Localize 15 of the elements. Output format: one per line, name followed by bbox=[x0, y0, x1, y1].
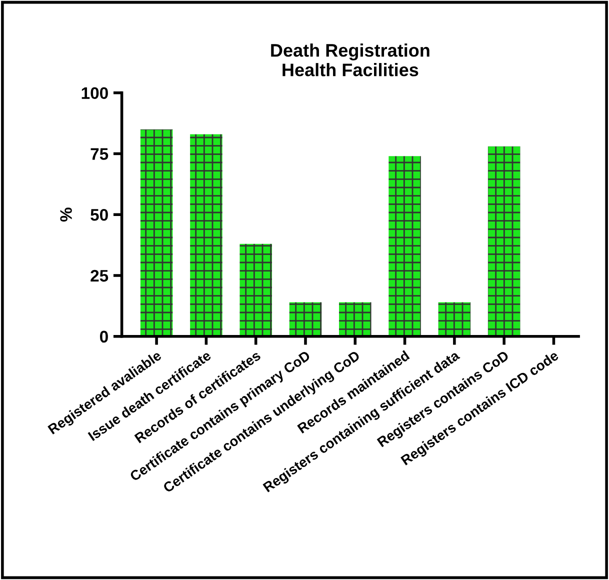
y-tick-label: 25 bbox=[90, 270, 108, 282]
bar bbox=[438, 302, 471, 336]
bar bbox=[289, 302, 322, 336]
bar bbox=[140, 129, 173, 336]
y-axis-title: % bbox=[60, 208, 72, 222]
chart-title: Death Registration Health Facilities bbox=[271, 44, 430, 76]
bar bbox=[488, 146, 520, 336]
bar bbox=[388, 156, 421, 336]
bar bbox=[339, 302, 372, 336]
y-tick-label: 100 bbox=[82, 87, 108, 100]
y-tick-label: 75 bbox=[90, 148, 108, 160]
bar bbox=[190, 134, 222, 336]
y-tick-label: 50 bbox=[90, 209, 108, 221]
bar bbox=[240, 244, 272, 336]
y-tick-label: 0 bbox=[100, 330, 108, 343]
